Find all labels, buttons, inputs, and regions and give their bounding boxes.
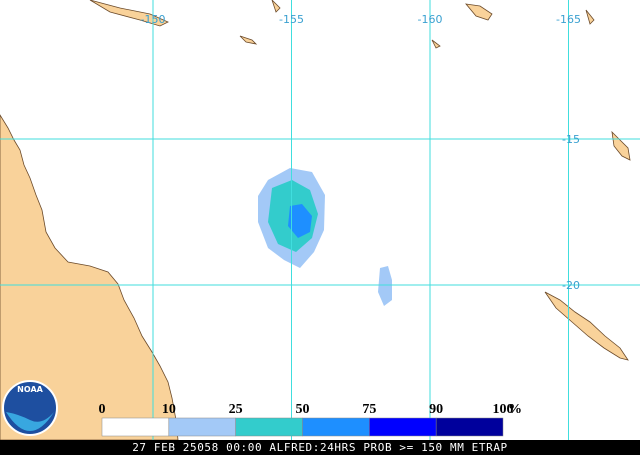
noaa-logo: NOAA <box>2 380 58 436</box>
legend-bin <box>302 417 370 437</box>
footer-bar <box>0 440 640 455</box>
latitude-label: -20 <box>562 279 580 292</box>
legend-unit: % <box>508 402 522 417</box>
legend-bin <box>101 417 170 437</box>
land <box>0 0 631 441</box>
legend-bin <box>168 417 236 437</box>
longitude-label: -160 <box>418 13 443 26</box>
legend-bin <box>435 417 504 437</box>
latitude-label: -15 <box>562 133 580 146</box>
longitude-label: -150 <box>141 13 166 26</box>
legend-label: 100 <box>493 402 514 417</box>
legend-label: 0 <box>99 402 106 417</box>
legend: 0 10 25 50 75 90 100% <box>99 402 522 437</box>
legend-label: 10 <box>162 402 176 417</box>
longitude-label: -165 <box>556 13 581 26</box>
legend-label: 50 <box>296 402 310 417</box>
legend-bin <box>369 417 437 437</box>
logo-text: NOAA <box>17 385 43 394</box>
legend-label: 90 <box>429 402 443 417</box>
legend-bin <box>235 417 303 437</box>
longitude-label: -155 <box>279 13 304 26</box>
legend-label: 25 <box>229 402 243 417</box>
legend-label: 75 <box>362 402 376 417</box>
graticule: -150 -155 -160 -165 -15 -20 <box>0 0 640 440</box>
footer-text: 27 FEB 25058 00:00 ALFRED:24HRS PROB >= … <box>132 441 508 454</box>
